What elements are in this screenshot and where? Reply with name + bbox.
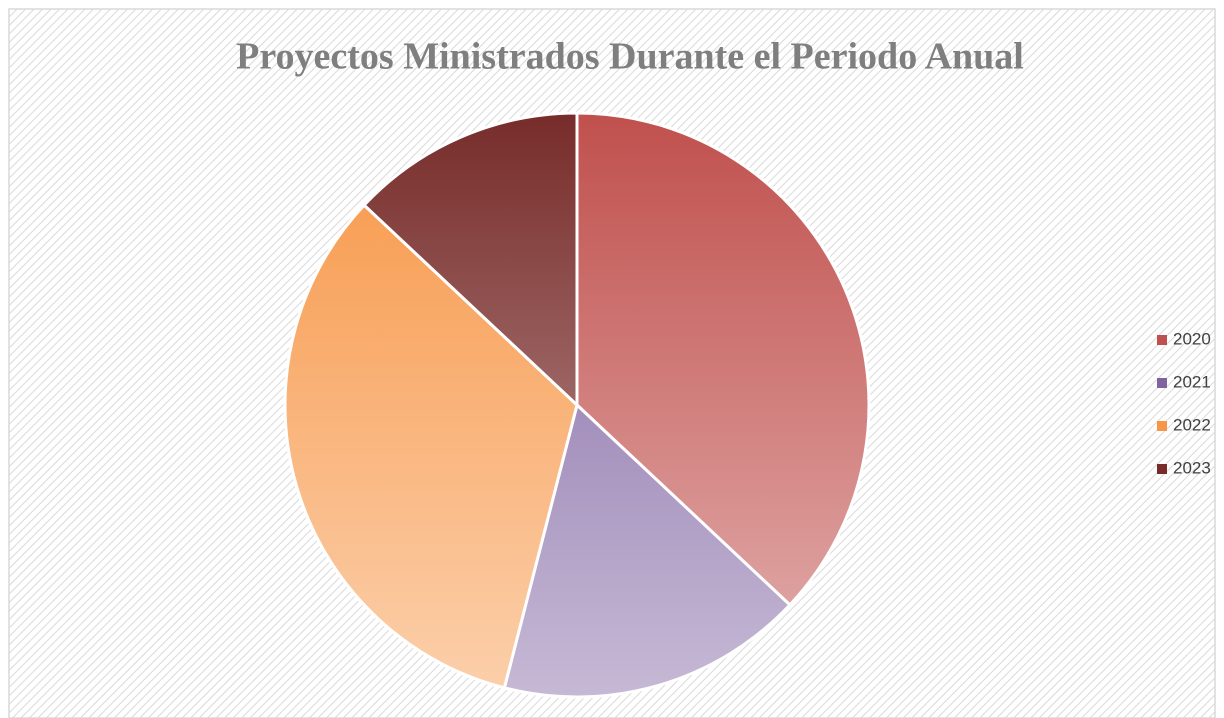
legend-label: 2023 (1173, 458, 1211, 477)
legend-label: 2020 (1173, 329, 1211, 348)
legend-marker (1157, 464, 1167, 474)
pie-slice (362, 111, 579, 409)
legend-label: 2022 (1173, 415, 1211, 434)
pie-slice (502, 402, 792, 699)
chart-title: Proyectos Ministrados Durante el Periodo… (236, 36, 1024, 78)
legend-marker (1157, 335, 1167, 345)
pie-slice (283, 202, 579, 690)
legend-marker (1157, 421, 1167, 431)
legend-marker (1157, 378, 1167, 388)
legend-label: 2021 (1173, 372, 1211, 391)
pie-slice (575, 111, 871, 608)
